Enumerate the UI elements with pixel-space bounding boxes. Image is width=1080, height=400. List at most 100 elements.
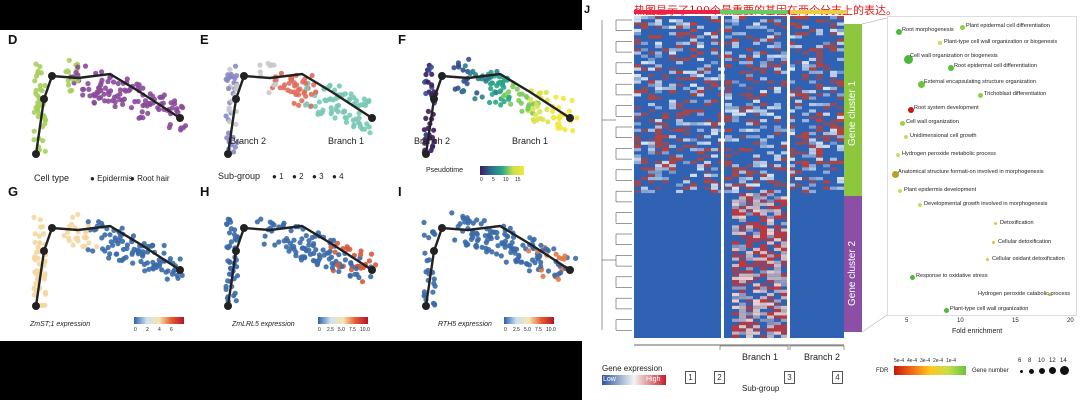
heatmap-cell [816,83,823,87]
heatmap-cell [648,16,655,20]
heatmap-cell [732,80,739,84]
heatmap-cell [774,267,781,271]
heatmap-cell [760,93,767,97]
heatmap-cell [725,41,732,45]
heatmap-cell [767,106,774,110]
heatmap-cell [753,260,760,264]
heatmap-cell [837,32,844,36]
heatmap-cell [781,222,788,226]
heatmap-cell [711,148,718,152]
cell-point [225,216,231,222]
fdr-tick-4: 2e-4 [933,358,944,364]
heatmap-cell [802,25,809,29]
cell-point [432,302,438,308]
cell-point [91,99,97,105]
heatmap-cell [774,302,781,306]
cell-point [428,147,434,154]
heatmap-cell [634,141,641,145]
heatmap-cell [767,315,774,319]
heatmap-cell [655,25,662,29]
heatmap-cell [704,180,711,184]
cell-point [347,112,353,118]
cell-point [65,229,71,235]
heatmap-cell [760,247,767,252]
heatmap-cell [732,273,739,277]
x-tick-5: 5 [905,318,909,324]
go-term-label: Cellular oxidant detoxification [992,256,1065,262]
heatmap-cell [816,112,823,116]
cell-point [562,127,568,133]
heatmap-cell [837,138,844,142]
heatmap-cell [746,212,753,216]
heatmap-cell [774,90,781,94]
cell-point [42,302,48,308]
heatmap-cell [690,28,697,33]
cell-point [348,260,354,266]
heatmap-cell [725,25,732,29]
heatmap-cell [774,273,781,277]
subgroup-box-4: 4 [832,371,843,384]
heatmap-cell [774,41,781,45]
cell-point [33,281,39,287]
cell-point [421,219,427,226]
heatmap-cell [648,170,655,174]
go-term-point [898,189,902,193]
cell-point [154,262,160,268]
heatmap-cell [704,86,711,91]
cell-point [519,108,525,114]
heatmap-cell [732,44,739,49]
heatmap-cell [697,35,704,39]
zmst1-legend-title: ZmST;1 expression [30,321,91,328]
heatmap-cell [795,183,802,187]
heatmap-cell [816,28,823,33]
cell-point [456,64,462,70]
heatmap-cell [697,93,704,97]
heatmap-cell [774,276,781,281]
heatmap-cell [774,283,781,287]
heatmap-cell [697,151,704,155]
cell-point [117,234,123,240]
heatmap-cell [760,225,767,229]
heatmap-cell [774,228,781,232]
heatmap-cell [641,41,648,45]
cell-point [113,251,119,257]
cell-point [254,219,260,225]
cell-point [302,245,308,252]
cell-point [134,81,140,87]
cell-point [291,100,297,106]
cell-point [348,91,354,97]
heatmap-cell [760,263,767,268]
cell-point [174,108,180,114]
heatmap-cell [781,199,788,203]
heatmap-cell [655,186,662,190]
cell-point [479,244,485,250]
heatmap-cell [746,128,753,132]
cell-point [39,88,45,94]
heatmap-cell [767,260,774,264]
heatmap-cell [690,41,697,45]
cell-point [227,259,233,265]
heatmap-cell [732,331,739,335]
cell-point [43,117,49,123]
heatmap-cell [788,170,795,174]
heatmap-cell [739,32,746,36]
heatmap-cell [634,77,641,81]
heatmap-cell [732,205,739,210]
heatmap-cell [760,231,767,235]
go-term-point [944,308,949,313]
cell-point [224,77,230,83]
heatmap-cell [634,22,641,26]
heatmap-cell [802,154,809,158]
heatmap-cell [760,215,767,219]
cell-point [146,100,152,106]
cell-point [161,242,167,249]
heatmap-cell [746,238,753,242]
heatmap-cell [788,157,795,161]
heatmap-cell [746,96,753,100]
heatmap-cell [739,331,746,335]
cell-point [233,86,239,92]
heatmap-cell [774,234,781,239]
trajectory-node [240,72,248,80]
cell-point [131,246,137,252]
heatmap-cell [711,167,718,171]
